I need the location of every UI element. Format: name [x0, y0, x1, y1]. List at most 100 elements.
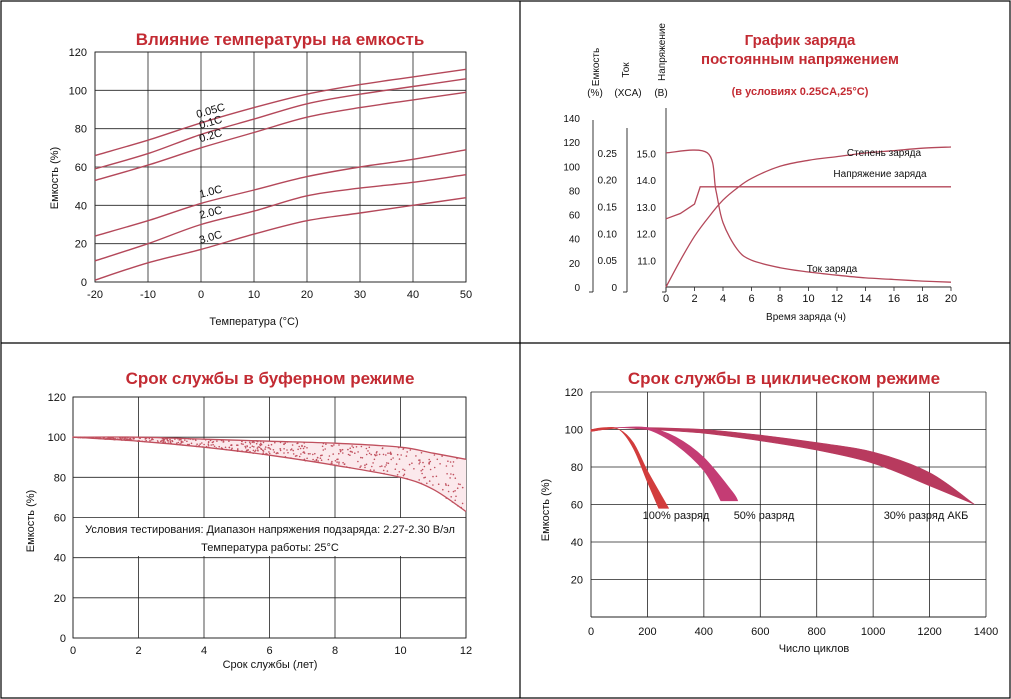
- band-dot: [447, 484, 450, 487]
- band-dot: [242, 443, 244, 446]
- band-dot: [382, 453, 385, 456]
- band-dot: [360, 456, 362, 459]
- band-dot: [292, 449, 295, 452]
- band-dot: [145, 439, 147, 442]
- band-dot: [237, 448, 239, 450]
- band-dot: [188, 443, 190, 446]
- cycle-bands: [590, 426, 975, 509]
- band-dot: [357, 451, 359, 453]
- current-tick-label: 0.05: [598, 256, 618, 267]
- band-dot: [302, 447, 305, 450]
- y-tick-label: 100: [48, 432, 66, 444]
- y-tick-label: 100: [69, 85, 87, 97]
- x-tick-label: 18: [916, 293, 928, 305]
- series-lines: [665, 146, 952, 288]
- band-dot: [398, 458, 401, 460]
- x-tick-label: 0: [588, 626, 594, 638]
- band-dot: [392, 457, 394, 459]
- capacity-tick-label: 40: [569, 235, 581, 246]
- band-dot: [461, 486, 464, 489]
- band-dot: [249, 443, 252, 445]
- band-dot: [452, 473, 455, 476]
- band-dot: [210, 444, 212, 446]
- band-dot: [444, 483, 447, 485]
- band-dot: [379, 465, 381, 468]
- upper-bound-line: [72, 436, 467, 460]
- band-dot: [264, 446, 267, 448]
- band-dot: [244, 441, 247, 444]
- band-dot: [301, 444, 303, 447]
- band-dot: [420, 470, 423, 472]
- band-dot: [365, 453, 368, 456]
- y-tick-label: 80: [75, 124, 87, 136]
- band-dot: [268, 447, 271, 449]
- band-dot: [284, 442, 287, 445]
- band-dot: [257, 446, 260, 448]
- band-dot: [334, 460, 337, 462]
- x-tick-label: 0: [70, 645, 76, 657]
- band-dot: [421, 472, 423, 475]
- band-dot: [411, 462, 413, 465]
- band-dot: [365, 463, 368, 466]
- band-dot: [156, 440, 159, 442]
- band-dot: [148, 437, 151, 440]
- band-dot: [347, 448, 349, 451]
- band-dot: [224, 446, 227, 449]
- band-dot: [249, 446, 251, 449]
- band-dot: [349, 447, 352, 450]
- band-dot: [445, 465, 448, 467]
- axis-unit-capacity: (%): [587, 88, 603, 99]
- band-dot: [408, 463, 411, 466]
- current-tick-label: 0.10: [598, 229, 618, 240]
- band-dot: [436, 458, 439, 461]
- band-dot: [396, 474, 399, 476]
- x-tick-label: 800: [808, 626, 826, 638]
- cycle-band-30% разряд АКБ: [590, 427, 975, 505]
- current-tick-label: 0.20: [598, 176, 618, 187]
- axes: [589, 108, 952, 293]
- voltage-tick-label: 12.0: [637, 230, 657, 241]
- band-dot: [322, 449, 325, 451]
- band-dot: [231, 447, 233, 450]
- series-label: 1.0C: [198, 183, 224, 200]
- band-dot: [171, 439, 173, 442]
- band-dot: [428, 458, 431, 461]
- capacity-tick-label: 120: [563, 138, 580, 149]
- band-dot: [384, 466, 386, 468]
- band-dot: [409, 449, 412, 451]
- band-dot: [319, 457, 322, 460]
- band-dot: [190, 442, 193, 445]
- band-dot: [273, 451, 276, 453]
- band-dot: [291, 444, 294, 446]
- band-dot: [428, 480, 431, 482]
- band-dot: [450, 496, 453, 498]
- y-tick-label: 80: [571, 462, 583, 474]
- x-tick-label: 10: [394, 645, 406, 657]
- y-tick-label: 20: [54, 593, 66, 605]
- band-dot: [451, 465, 454, 467]
- band-dot: [325, 443, 327, 446]
- band-dot: [400, 454, 403, 456]
- band-dot: [338, 444, 340, 446]
- x-tick-label: 6: [266, 645, 272, 657]
- band-dot: [129, 438, 131, 440]
- x-tick-label: 0: [198, 289, 204, 301]
- band-dot: [418, 459, 420, 462]
- band-dot: [199, 443, 201, 445]
- cycle-band-100% разряд: [590, 426, 670, 509]
- band-dot: [274, 441, 276, 444]
- y-tick-label: 100: [565, 425, 583, 437]
- band-dot: [385, 464, 388, 466]
- band-dot: [330, 445, 333, 447]
- y-axis-label: Емкость (%): [49, 147, 61, 209]
- band-dot: [331, 460, 333, 463]
- y-tick-label: 40: [571, 537, 583, 549]
- axis-header-capacity: Емкость: [591, 48, 602, 86]
- band-dot: [422, 461, 424, 464]
- x-tick-label: 4: [720, 293, 726, 305]
- band-dot: [449, 461, 452, 463]
- band-dot: [349, 454, 351, 457]
- tick-labels: 0 200 400 600 800 1000 1200 1400 20 40 60 80 100 120: [565, 387, 999, 638]
- band-dot: [249, 441, 251, 444]
